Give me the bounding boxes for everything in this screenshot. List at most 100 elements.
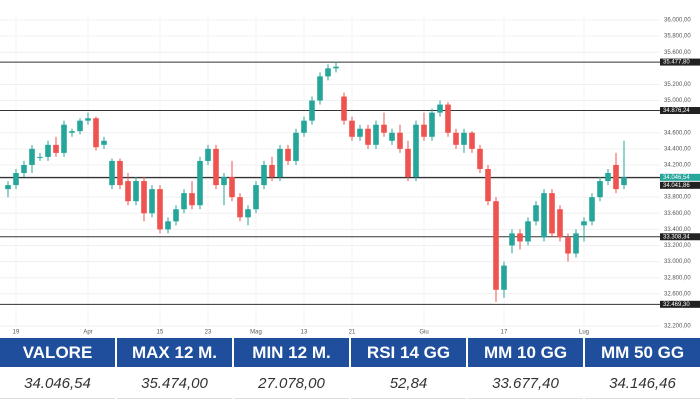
table-cell: 27.078,00 xyxy=(234,369,349,399)
level-label-box xyxy=(660,181,700,189)
level-label-box xyxy=(660,233,700,241)
x-tick-label: 15 xyxy=(157,330,164,336)
x-tick-label: Mag xyxy=(250,330,262,336)
candle-body xyxy=(381,124,387,133)
table-cell: 34.046,54 xyxy=(0,369,115,399)
candle-body xyxy=(205,148,211,161)
candle-body xyxy=(325,68,331,77)
candle-body xyxy=(485,168,491,202)
candle-body xyxy=(613,164,619,190)
x-tick-label: 23 xyxy=(205,330,212,336)
candle-body xyxy=(29,148,35,165)
y-tick-label: 33.400,00 xyxy=(664,227,691,233)
candle-body xyxy=(117,160,123,186)
candle-body xyxy=(525,221,531,242)
candle-body xyxy=(141,181,147,214)
candle-body xyxy=(493,201,499,290)
level-label: 34.046,54 xyxy=(663,175,690,181)
candle-body xyxy=(541,193,547,238)
table-header: MIN 12 M. xyxy=(234,338,349,367)
candle-body xyxy=(53,144,59,153)
candle-body xyxy=(437,104,443,113)
x-tick-label: Giu xyxy=(419,330,428,336)
candle-body xyxy=(93,118,99,148)
candle-body xyxy=(549,193,555,234)
table-cell: 33.677,40 xyxy=(468,369,583,399)
x-tick-label: Apr xyxy=(83,330,92,336)
y-tick-label: 32.600,00 xyxy=(664,291,691,297)
x-tick-label: 17 xyxy=(501,330,508,336)
y-tick-label: 34.200,00 xyxy=(664,163,691,169)
candle-body xyxy=(13,173,19,186)
y-tick-label: 34.400,00 xyxy=(664,146,691,152)
level-label-box xyxy=(660,58,700,66)
candle-body xyxy=(421,124,427,137)
candle-body xyxy=(229,177,235,198)
y-tick-label: 32.200,00 xyxy=(664,324,691,330)
candle-body xyxy=(101,140,107,145)
table-header: MM 10 GG xyxy=(468,338,583,367)
level-label: 34.876,24 xyxy=(663,108,690,114)
candle-body xyxy=(181,193,187,210)
candle-body xyxy=(245,209,251,218)
candle-body xyxy=(341,96,347,121)
x-tick-label: 19 xyxy=(13,330,20,336)
level-label-box xyxy=(660,300,700,308)
candle-body xyxy=(581,221,587,226)
candle-body xyxy=(557,209,563,238)
level-label: 34.041,86 xyxy=(663,183,690,189)
candle-body xyxy=(317,76,323,101)
candle-body xyxy=(357,128,363,137)
candle-body xyxy=(109,160,115,186)
candle-body xyxy=(509,233,515,246)
y-tick-label: 33.800,00 xyxy=(664,195,691,201)
candle-body xyxy=(461,132,467,145)
candle-body xyxy=(285,148,291,161)
candle-body xyxy=(85,118,91,121)
candle-body xyxy=(213,148,219,186)
candle-body xyxy=(197,160,203,206)
y-tick-label: 35.600,00 xyxy=(664,50,691,56)
candle-body xyxy=(397,132,403,149)
y-tick-label: 32.800,00 xyxy=(664,275,691,281)
candle-body xyxy=(69,131,75,133)
candle-body xyxy=(253,185,259,210)
y-tick-label: 35.000,00 xyxy=(664,98,691,104)
candle-body xyxy=(189,193,195,206)
y-tick-label: 33.200,00 xyxy=(664,243,691,249)
candle-body xyxy=(589,197,595,222)
candle-body xyxy=(61,124,67,153)
table-cell: 52,84 xyxy=(351,369,466,399)
candle-body xyxy=(37,156,43,158)
candle-body xyxy=(429,112,435,137)
candle-body xyxy=(365,128,371,145)
y-tick-label: 35.200,00 xyxy=(664,82,691,88)
table-header: MM 50 GG xyxy=(585,338,700,367)
candle-body xyxy=(605,173,611,182)
candle-body xyxy=(125,181,131,202)
table-cell: 34.146,46 xyxy=(585,369,700,399)
candle-body xyxy=(453,132,459,145)
candle-body xyxy=(565,237,571,254)
candle-body xyxy=(133,181,139,202)
candle-body xyxy=(477,148,483,169)
candle-body xyxy=(517,233,523,242)
candle-body xyxy=(501,265,507,290)
candle-body xyxy=(157,189,163,230)
level-label: 33.308,34 xyxy=(663,234,690,240)
candle-body xyxy=(293,132,299,161)
table-header: MAX 12 M. xyxy=(117,338,232,367)
candle-body xyxy=(309,100,315,121)
level-label-box xyxy=(660,107,700,115)
candle-body xyxy=(469,132,475,149)
candle-body xyxy=(597,181,603,198)
x-tick-label: 13 xyxy=(301,330,308,336)
candle-body xyxy=(389,132,395,141)
chart: 36.000,00 35.800,00 35.600,00 35.200,00 35.0… xyxy=(0,16,700,336)
candle-body xyxy=(173,209,179,222)
candle-body xyxy=(445,104,451,133)
table-cell: 35.474,00 xyxy=(117,369,232,399)
candle-body xyxy=(5,185,11,190)
candle-body xyxy=(261,164,267,186)
